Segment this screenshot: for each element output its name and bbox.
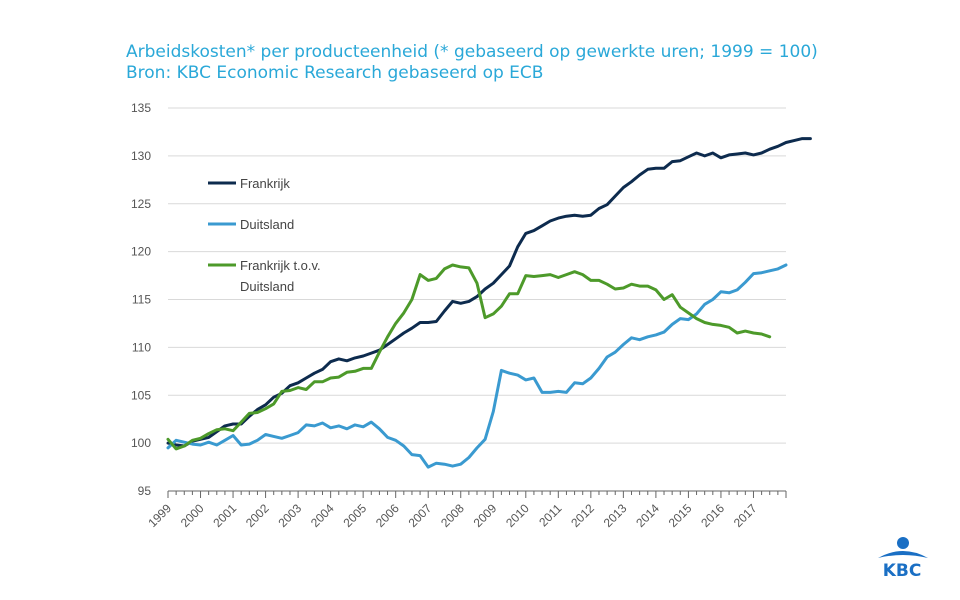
x-tick-label: 2000 <box>178 501 207 530</box>
x-tick-label: 2012 <box>568 501 597 530</box>
y-tick-label: 135 <box>131 101 151 115</box>
chart-title: Arbeidskosten* per producteenheid (* geb… <box>126 42 818 62</box>
x-tick-label: 2007 <box>406 501 435 530</box>
x-tick-label: 2011 <box>536 501 564 529</box>
x-tick-label: 2015 <box>666 501 695 530</box>
y-tick-label: 130 <box>131 149 151 163</box>
y-tick-label: 110 <box>132 340 151 354</box>
y-tick-label: 125 <box>131 197 151 211</box>
y-axis-ticks: 95 100 105 110 115 120 125 130 135 <box>131 101 151 498</box>
logo-arm <box>878 551 928 558</box>
x-tick-label: 2014 <box>633 501 662 530</box>
series-line-2 <box>166 263 772 451</box>
y-tick-label: 100 <box>131 436 151 450</box>
legend: Frankrijk Duitsland Frankrijk t.o.v. Duitsl… <box>208 176 321 294</box>
x-tick-label: 2002 <box>243 501 272 530</box>
grid-lines <box>168 107 786 444</box>
x-tick-label: 2009 <box>471 501 500 530</box>
x-tick-label: 1999 <box>145 501 174 530</box>
x-tick-label: 2003 <box>275 501 304 530</box>
legend-label-1: Duitsland <box>240 217 294 232</box>
legend-label-2: Frankrijk t.o.v. Duitsland <box>240 258 321 294</box>
x-tick-label: 2001 <box>210 501 239 530</box>
x-tick-label: 2006 <box>373 501 402 530</box>
chart-source: Bron: KBC Economic Research gebaseerd op… <box>126 63 544 83</box>
x-tick-label: 2005 <box>340 501 369 530</box>
legend-label-0: Frankrijk <box>240 176 290 191</box>
y-tick-label: 95 <box>138 484 152 498</box>
x-tick-label: 2013 <box>601 501 630 530</box>
x-tick-label: 2004 <box>308 501 337 530</box>
x-tick-label: 2008 <box>438 501 467 530</box>
logo-head <box>897 537 909 549</box>
y-tick-label: 105 <box>131 388 151 402</box>
kbc-logo: KBC <box>878 537 928 578</box>
series-line-1 <box>166 263 788 469</box>
chart-title-block: Arbeidskosten* per producteenheid (* geb… <box>126 42 818 84</box>
y-tick-label: 115 <box>132 293 151 307</box>
x-tick-label: 2010 <box>503 501 532 530</box>
x-tick-label: 2016 <box>698 501 727 530</box>
series-line-0 <box>166 137 812 448</box>
logo-text: KBC <box>883 561 922 578</box>
x-axis: 1999 2000 2001 2002 2003 2004 2005 2006 2007 2008… <box>145 490 787 530</box>
y-tick-label: 120 <box>131 245 151 259</box>
x-tick-label: 2017 <box>731 501 760 530</box>
series-lines <box>166 137 812 469</box>
